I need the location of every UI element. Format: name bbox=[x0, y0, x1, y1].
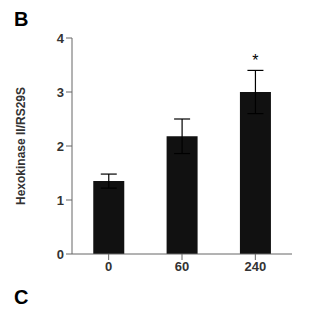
svg-text:3: 3 bbox=[57, 85, 64, 100]
html-text:B: B bbox=[14, 8, 29, 30]
svg-text:Hexokinase II/RS29S: Hexokinase II/RS29S bbox=[14, 87, 28, 205]
svg-text:0: 0 bbox=[105, 259, 112, 274]
svg-text:4: 4 bbox=[57, 31, 65, 46]
svg-text:240: 240 bbox=[244, 259, 266, 274]
svg-text:2: 2 bbox=[57, 139, 64, 154]
svg-text:1: 1 bbox=[57, 193, 64, 208]
html-text:C: C bbox=[14, 286, 29, 308]
svg-text:60: 60 bbox=[175, 259, 189, 274]
svg-text:0: 0 bbox=[57, 247, 64, 262]
svg-text:*: * bbox=[252, 52, 258, 69]
